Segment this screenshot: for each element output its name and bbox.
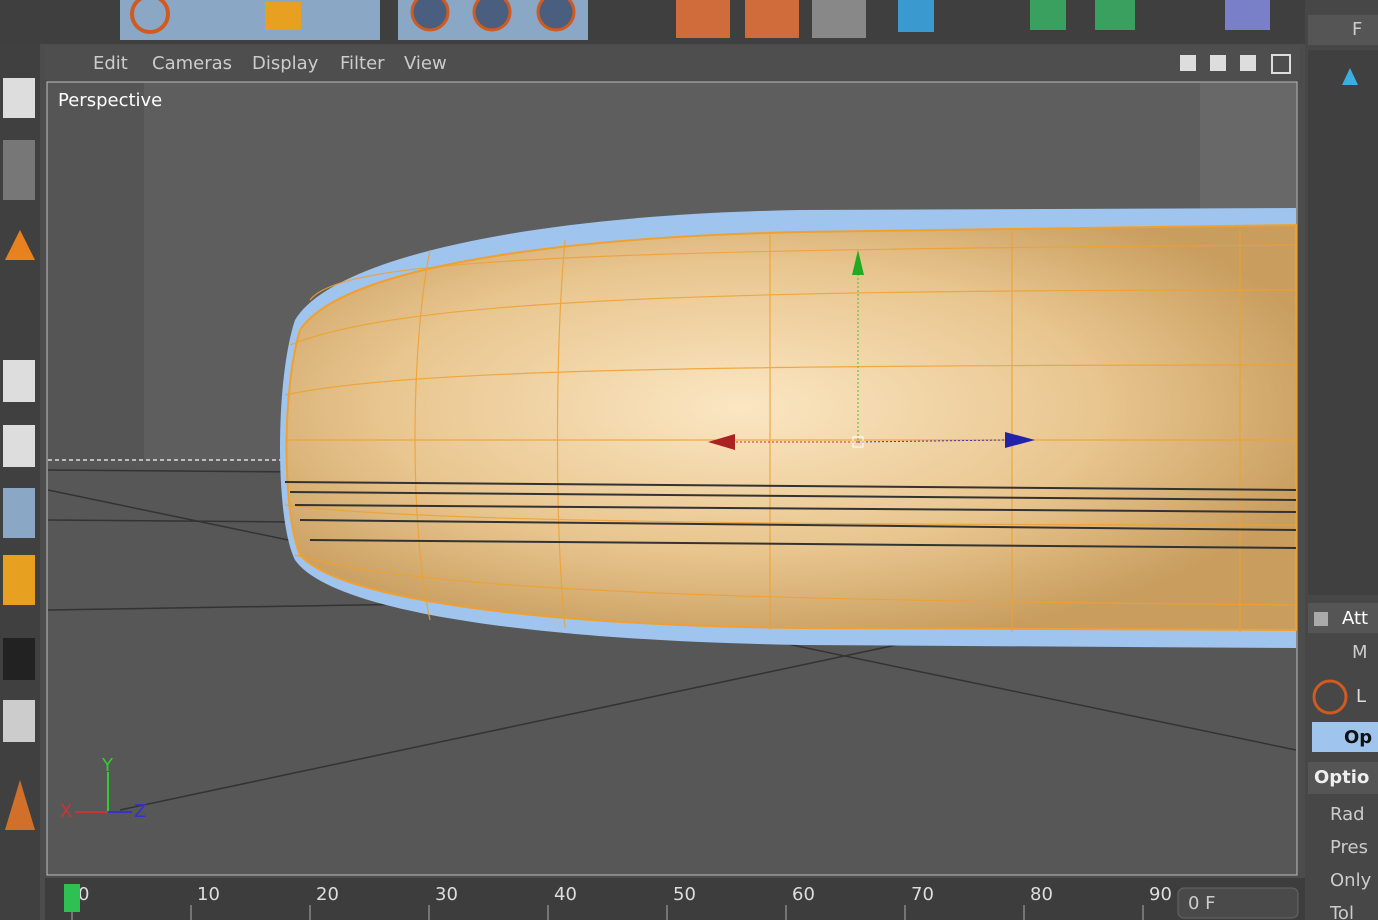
object-manager: [1308, 50, 1378, 595]
icon[interactable]: [1095, 0, 1135, 30]
axis-label: Z: [134, 801, 146, 822]
x-arrow[interactable]: [708, 434, 735, 450]
icon[interactable]: [3, 425, 35, 467]
field-label: Tol: [1329, 903, 1354, 920]
z-arrow[interactable]: [1005, 432, 1035, 448]
icon[interactable]: [1210, 55, 1226, 71]
field-label: Rad: [1330, 804, 1365, 825]
icon[interactable]: [1271, 54, 1291, 74]
icon[interactable]: [1225, 0, 1270, 30]
tick-label: 10: [197, 884, 220, 905]
field-label: Only: [1330, 870, 1372, 891]
tick-label: 60: [792, 884, 815, 905]
section-title: Optio: [1314, 767, 1369, 788]
icon-group[interactable]: [120, 0, 380, 40]
icon[interactable]: [472, 0, 512, 32]
y-arrow[interactable]: [852, 250, 864, 275]
section-header: [1308, 762, 1378, 794]
icon[interactable]: [536, 0, 576, 32]
viewport-menubar: [45, 46, 1300, 80]
icon[interactable]: [130, 0, 170, 34]
mesh-wireframe: [284, 230, 1297, 632]
icon[interactable]: [3, 140, 35, 200]
icon[interactable]: [3, 700, 35, 742]
icon[interactable]: [1180, 55, 1196, 71]
panel-header: [1308, 15, 1378, 45]
object-name: L: [1356, 686, 1366, 707]
icon[interactable]: [265, 2, 301, 30]
tick-label: 50: [673, 884, 696, 905]
toolbar-icons: [120, 0, 1270, 40]
object-mesh: [285, 223, 1297, 632]
menu-item[interactable]: Cameras: [152, 53, 232, 74]
axis-label: Y: [101, 755, 114, 776]
field-label: Pres: [1330, 837, 1368, 858]
playhead[interactable]: [64, 884, 80, 912]
left-icons: [3, 78, 35, 830]
icon[interactable]: [3, 488, 35, 538]
timeline: [45, 878, 1305, 920]
frame-field[interactable]: [1177, 887, 1299, 919]
icon[interactable]: [5, 780, 35, 830]
tick-label: 80: [1030, 884, 1053, 905]
move-gizmo: [708, 250, 1035, 450]
tick-label: 20: [316, 884, 339, 905]
tick-label: 30: [435, 884, 458, 905]
tab-icon: [1314, 612, 1328, 626]
object-icon[interactable]: [1342, 68, 1358, 85]
axis-label: X: [60, 801, 72, 822]
tick-label: 40: [554, 884, 577, 905]
icon[interactable]: [3, 78, 35, 118]
viewport-label: Perspective: [58, 90, 162, 111]
attribute-fields: Rad Pres Only Tol: [1329, 804, 1372, 920]
frame-value: 0 F: [1188, 893, 1216, 914]
menu-item[interactable]: Filter: [340, 53, 385, 74]
menu-item[interactable]: Edit: [93, 53, 128, 74]
icon[interactable]: [898, 0, 934, 32]
icon[interactable]: [5, 230, 35, 260]
icon[interactable]: [676, 0, 730, 38]
icon[interactable]: [745, 0, 799, 38]
icon[interactable]: [3, 360, 35, 402]
attributes-tab[interactable]: Att: [1342, 608, 1368, 629]
axis-indicator: Y X Z: [60, 755, 146, 822]
icon[interactable]: [812, 0, 866, 38]
panel-header-title: F: [1352, 19, 1362, 40]
icon[interactable]: [410, 0, 450, 32]
menu-item[interactable]: Display: [252, 53, 319, 74]
timeline-ticks: 0 10 20 30 40 50 60 70 80 90: [71, 884, 1172, 920]
object-type-icon: [1312, 679, 1348, 715]
mode-menu[interactable]: M: [1352, 642, 1368, 663]
tick-label: 90: [1149, 884, 1172, 905]
z-axis-handle[interactable]: [857, 439, 1006, 443]
icon[interactable]: [3, 638, 35, 680]
viewport-nav-icons: [1180, 54, 1291, 74]
ground-intersection: [284, 481, 1297, 549]
gizmo-center[interactable]: [852, 436, 864, 448]
icon[interactable]: [1030, 0, 1066, 30]
tab-label[interactable]: Op: [1344, 727, 1372, 748]
active-tab[interactable]: [1312, 722, 1378, 752]
viewport-menu: Edit Cameras Display Filter View: [93, 53, 447, 74]
tick-label: 0: [78, 884, 89, 905]
icon[interactable]: [1240, 55, 1256, 71]
icon[interactable]: [3, 555, 35, 605]
tick-label: 70: [911, 884, 934, 905]
menu-item[interactable]: View: [404, 53, 447, 74]
